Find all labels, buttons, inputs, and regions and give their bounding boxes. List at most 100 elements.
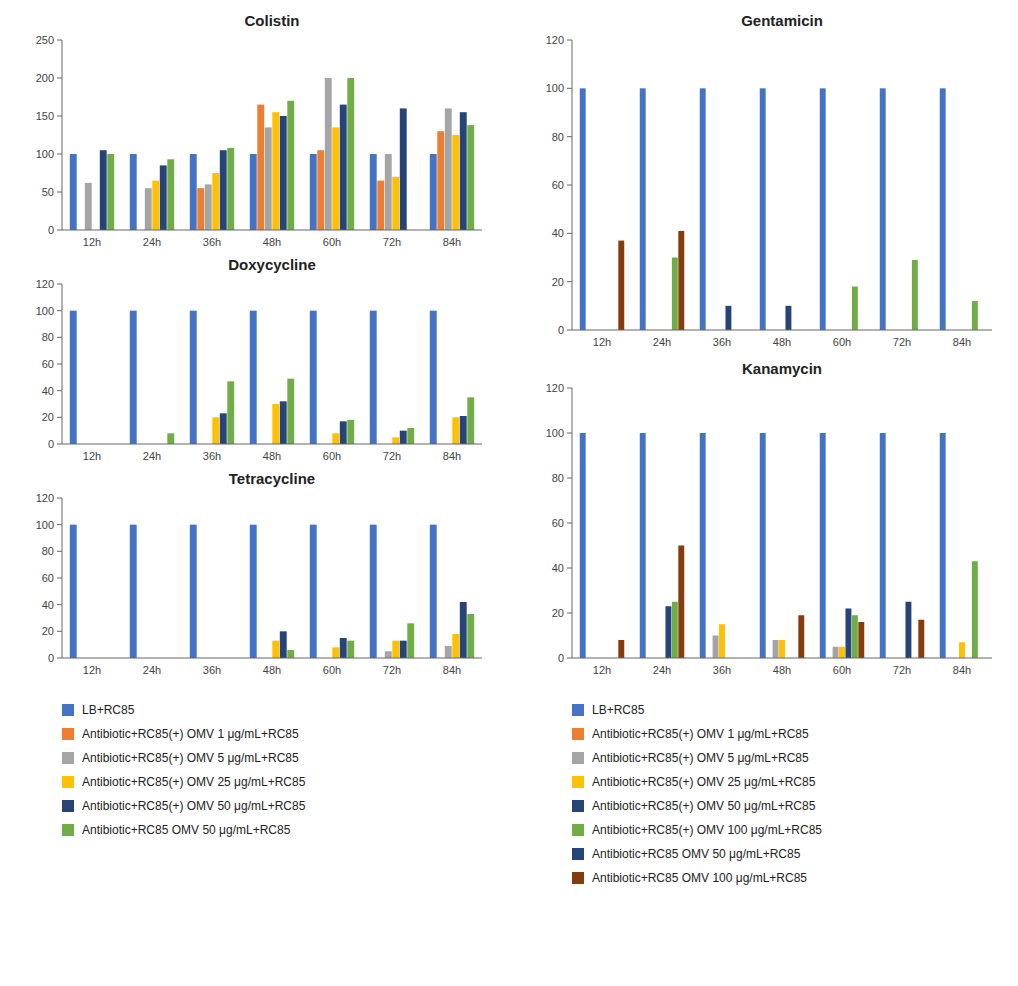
bar [852, 615, 858, 658]
x-tick-label: 36h [203, 450, 221, 462]
bar [852, 287, 858, 331]
legend-swatch [572, 824, 584, 836]
y-tick [57, 578, 62, 579]
y-tick-label: 100 [36, 519, 54, 531]
y-tick [567, 433, 572, 434]
y-axis [62, 498, 63, 658]
bar [370, 311, 377, 444]
bar [460, 602, 467, 658]
y-tick-label: 150 [36, 110, 54, 122]
legend-label: Antibiotic+RC85 OMV 100 μg/mL+RC85 [592, 871, 807, 885]
y-tick-label: 120 [546, 34, 564, 46]
x-axis [62, 658, 482, 659]
bar [392, 177, 399, 230]
legend-swatch [572, 704, 584, 716]
legend-label: Antibiotic+RC85 OMV 50 μg/mL+RC85 [592, 847, 801, 861]
legend-swatch [572, 800, 584, 812]
bar [940, 433, 946, 658]
bar [347, 78, 354, 230]
y-tick-label: 100 [36, 148, 54, 160]
bar [972, 561, 978, 658]
x-tick-label: 84h [443, 664, 461, 676]
bar [972, 301, 978, 330]
bar [460, 112, 467, 230]
bar [400, 641, 407, 658]
x-tick-label: 72h [893, 664, 911, 676]
bar [880, 433, 886, 658]
bar [332, 127, 339, 230]
legend-label: LB+RC85 [82, 703, 135, 717]
bar [618, 640, 624, 658]
bar [310, 525, 317, 658]
bar [190, 525, 197, 658]
legend-swatch [572, 872, 584, 884]
bar [845, 609, 851, 659]
legend: LB+RC85Antibiotic+RC85(+) OMV 1 μg/mL+RC… [62, 703, 306, 837]
chart-title: Kanamycin [742, 360, 822, 377]
x-tick-label: 24h [143, 236, 161, 248]
x-tick-label: 72h [383, 236, 401, 248]
x-tick-label: 48h [263, 236, 281, 248]
x-tick-label: 12h [593, 664, 611, 676]
y-tick-label: 120 [36, 492, 54, 504]
y-tick-label: 50 [42, 186, 54, 198]
x-tick-label: 48h [263, 450, 281, 462]
bar [460, 416, 467, 444]
legend-label: Antibiotic+RC85(+) OMV 50 μg/mL+RC85 [592, 799, 816, 813]
bar [820, 433, 826, 658]
x-tick-label: 36h [203, 664, 221, 676]
y-tick [567, 281, 572, 282]
legend-label: Antibiotic+RC85(+) OMV 5 μg/mL+RC85 [592, 751, 809, 765]
bar [385, 154, 392, 230]
x-tick-label: 48h [773, 336, 791, 348]
y-axis [62, 40, 63, 230]
y-tick-label: 40 [552, 562, 564, 574]
bar [445, 108, 452, 230]
legend-swatch [62, 824, 74, 836]
bars [70, 311, 474, 444]
y-tick [57, 78, 62, 79]
bar [672, 602, 678, 658]
bar [250, 525, 257, 658]
bar [437, 131, 444, 230]
legend-label: Antibiotic+RC85(+) OMV 5 μg/mL+RC85 [82, 751, 299, 765]
y-tick [567, 478, 572, 479]
bar [220, 413, 227, 444]
y-tick [567, 88, 572, 89]
bar [430, 525, 437, 658]
y-tick-label: 200 [36, 72, 54, 84]
legend-label: Antibiotic+RC85(+) OMV 1 μg/mL+RC85 [592, 727, 809, 741]
bar [332, 433, 339, 444]
bar [280, 116, 287, 230]
bar [265, 127, 272, 230]
x-tick-label: 12h [83, 450, 101, 462]
bar [370, 154, 377, 230]
x-axis [62, 230, 482, 231]
legend-label: Antibiotic+RC85 OMV 50 μg/mL+RC85 [82, 823, 291, 837]
x-tick-label: 72h [383, 664, 401, 676]
x-tick-label: 48h [773, 664, 791, 676]
bar [250, 154, 257, 230]
bar [310, 154, 317, 230]
y-tick [567, 658, 572, 659]
bar [287, 379, 294, 444]
bar [700, 433, 706, 658]
bar [400, 431, 407, 444]
y-tick-label: 120 [36, 278, 54, 290]
x-tick-label: 36h [203, 236, 221, 248]
y-tick-label: 80 [42, 331, 54, 343]
bar [287, 101, 294, 230]
legend-swatch [62, 752, 74, 764]
bar [407, 623, 414, 658]
x-tick-label: 60h [323, 450, 341, 462]
bar [347, 420, 354, 444]
y-tick [567, 233, 572, 234]
bar [392, 641, 399, 658]
bar [858, 622, 864, 658]
bars [70, 78, 474, 230]
y-tick [567, 136, 572, 137]
y-tick-label: 60 [552, 179, 564, 191]
y-tick [567, 185, 572, 186]
y-tick-label: 60 [42, 572, 54, 584]
x-tick-label: 48h [263, 664, 281, 676]
